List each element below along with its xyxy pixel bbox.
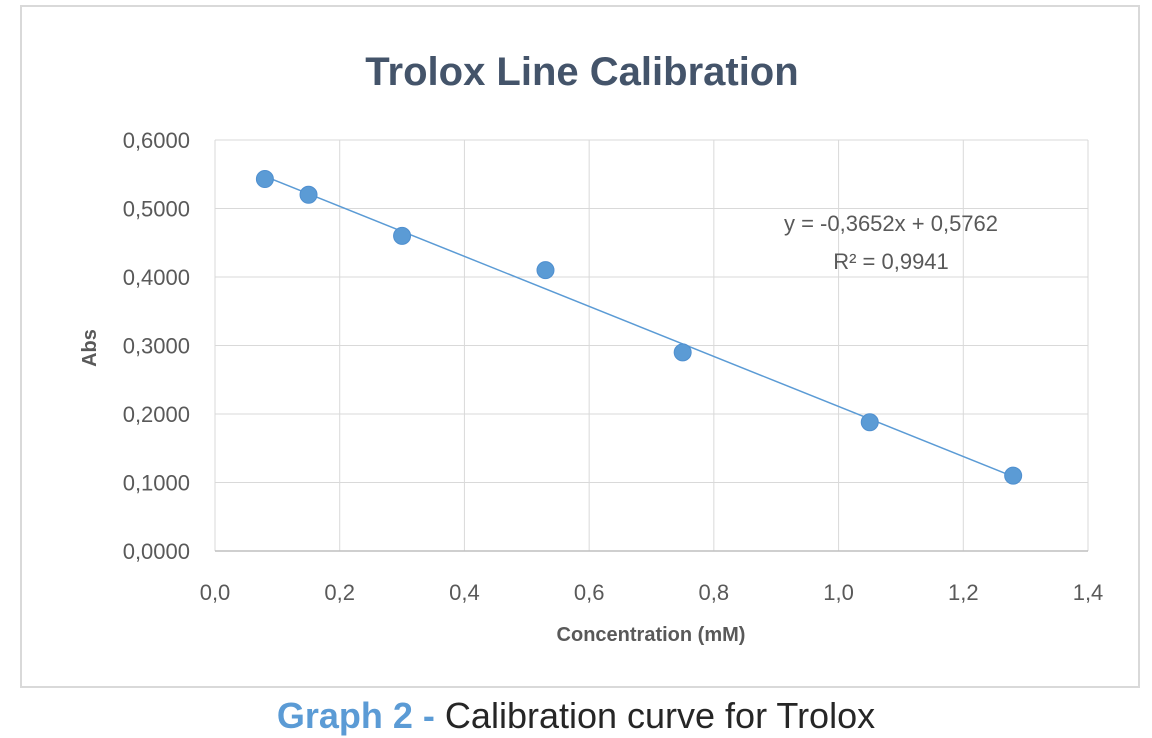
x-axis-label: Concentration (mM) bbox=[557, 624, 746, 646]
x-tick-label: 0,6 bbox=[574, 580, 605, 605]
trendline-equation: y = -0,3652x + 0,5762 bbox=[784, 211, 998, 236]
chart-canvas: Trolox Line Calibration 0,0 0,2 0,4 0,6 0,8 1… bbox=[79, 50, 1104, 646]
x-tick-label: 1,4 bbox=[1073, 580, 1104, 605]
trendline bbox=[264, 175, 1014, 478]
grid-lines bbox=[214, 139, 1089, 552]
x-tick-label: 0,4 bbox=[449, 580, 480, 605]
x-tick-label: 0,0 bbox=[200, 580, 231, 605]
data-point bbox=[673, 343, 692, 362]
data-point bbox=[393, 226, 412, 245]
y-tick-label: 0,2000 bbox=[123, 402, 190, 427]
y-tick-label: 0,1000 bbox=[123, 471, 190, 496]
data-points bbox=[255, 170, 1023, 485]
x-tick-label: 0,2 bbox=[324, 580, 355, 605]
chart-title: Trolox Line Calibration bbox=[365, 50, 798, 94]
y-axis-label: Abs bbox=[79, 329, 101, 367]
x-axis-ticks: 0,0 0,2 0,4 0,6 0,8 1,0 1,2 1,4 bbox=[200, 580, 1104, 605]
x-tick-label: 0,8 bbox=[699, 580, 730, 605]
y-tick-label: 0,0000 bbox=[123, 539, 190, 564]
y-tick-label: 0,5000 bbox=[123, 197, 190, 222]
trendline-r-squared: R² = 0,9941 bbox=[833, 249, 949, 274]
chart-frame: Trolox Line Calibration 0,0 0,2 0,4 0,6 0,8 1… bbox=[20, 5, 1140, 688]
figure-caption: Graph 2 - Calibration curve for Trolox bbox=[0, 694, 1152, 738]
data-point bbox=[255, 170, 274, 189]
data-point bbox=[299, 185, 318, 204]
y-tick-label: 0,3000 bbox=[123, 334, 190, 359]
y-tick-label: 0,4000 bbox=[123, 265, 190, 290]
caption-text: Calibration curve for Trolox bbox=[434, 695, 876, 736]
y-axis-ticks: 0,0000 0,1000 0,2000 0,3000 0,4000 0,5000 0,60… bbox=[123, 128, 190, 564]
y-tick-label: 0,6000 bbox=[123, 128, 190, 153]
x-tick-label: 1,2 bbox=[948, 580, 979, 605]
caption-label: Graph 2 - bbox=[276, 695, 435, 736]
trendline-layer bbox=[264, 175, 1014, 478]
x-tick-label: 1,0 bbox=[823, 580, 854, 605]
data-point bbox=[1004, 466, 1023, 485]
data-point bbox=[860, 413, 879, 432]
data-point bbox=[536, 261, 555, 280]
